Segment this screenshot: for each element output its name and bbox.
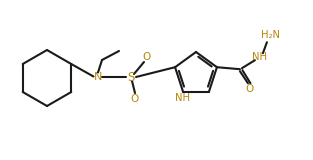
Text: H₂N: H₂N [261, 30, 280, 40]
Text: O: O [131, 94, 139, 104]
Text: N: N [94, 72, 102, 82]
Text: NH: NH [175, 93, 190, 103]
Text: O: O [143, 52, 151, 62]
Text: O: O [246, 84, 254, 94]
Text: NH: NH [252, 52, 267, 62]
Text: S: S [127, 71, 135, 84]
